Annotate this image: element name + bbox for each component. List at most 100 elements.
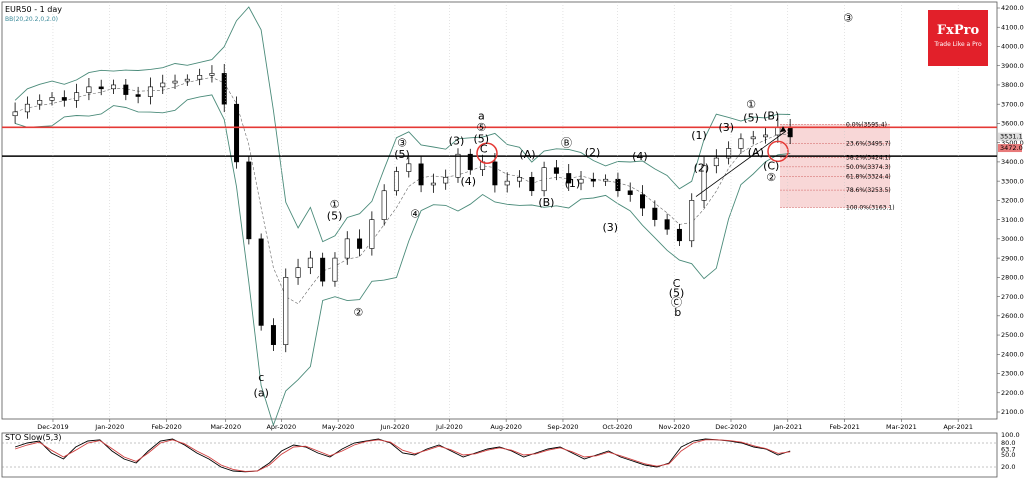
wave-label: ④	[410, 208, 420, 221]
trend-arrow-head	[780, 126, 786, 133]
fibonacci-zone: 0.0%(3595.4) 23.6%(3495.7) 38.2%(3424.1) 50…	[780, 121, 895, 211]
candle-body	[86, 86, 92, 93]
price-tick-label: 3900.0	[1001, 62, 1024, 70]
annotations-layer	[476, 126, 789, 197]
candle-body	[12, 111, 18, 117]
candle-body	[37, 100, 43, 105]
candle-body	[381, 190, 387, 220]
price-tick-label: 2100.0	[1001, 408, 1024, 416]
candle-body	[357, 238, 363, 249]
wave-label: ③	[397, 137, 407, 150]
candle-body	[713, 157, 719, 167]
wave-label: C	[480, 142, 488, 155]
wave-label: (4)	[461, 175, 477, 188]
candle-body	[640, 194, 646, 209]
wave-labels-layer: a⑤(5)C (A)Ⓑ(B)(1)(2)(3)(4)C(5)Ⓒbc(a)①(5)②…	[254, 11, 854, 399]
candle-body	[258, 238, 264, 326]
date-axis: Dec-2019 Jan-2020 Feb-2020 Mar-2020 Apr-2020…	[37, 2, 973, 431]
wave-label: ②	[353, 306, 363, 319]
price-tick-label: 2700.0	[1001, 293, 1024, 301]
candle-body	[516, 176, 522, 182]
candle-body	[787, 126, 793, 138]
price-tick-label: 3500.0	[1001, 139, 1024, 147]
date-tick-label: Oct-2020	[602, 423, 632, 431]
horizontal-levels	[2, 126, 997, 157]
logo-name: FxPro	[937, 23, 980, 38]
candle-body	[726, 148, 732, 159]
candle-body	[74, 92, 80, 101]
price-tick-label: 4100.0	[1001, 23, 1024, 31]
candle-body	[566, 173, 572, 184]
candle-body	[418, 163, 424, 186]
price-tick-label: 3100.0	[1001, 216, 1024, 224]
candle-body	[147, 86, 153, 97]
stochastic-label: STO Slow(5,3)	[5, 433, 62, 442]
date-tick-label: Mar-2021	[886, 423, 917, 431]
candle-body	[553, 167, 559, 174]
wave-label: (2)	[694, 162, 710, 175]
price-tick-label: 3300.0	[1001, 177, 1024, 185]
wave-label: (a)	[254, 387, 269, 400]
candle-body	[369, 219, 375, 249]
price-tick-label: 2900.0	[1001, 254, 1024, 262]
candle-body	[98, 86, 104, 90]
date-tick-label: Jul-2020	[435, 423, 463, 431]
date-tick-label: Jan-2021	[772, 423, 802, 431]
stochastic-tick-label: 50.0	[1001, 451, 1015, 459]
candle-body	[652, 207, 658, 220]
price-tick-label: 3400.0	[1001, 158, 1024, 166]
wave-label: Ⓒ	[671, 296, 682, 309]
date-tick-label: Apr-2020	[266, 423, 296, 431]
candle-body	[529, 176, 535, 192]
candle-body	[701, 165, 707, 201]
price-axis: 4200.0 4100.0 4000.0 3900.0 3800.0 3700.0 3600…	[997, 4, 1024, 416]
wave-label: (1)	[691, 129, 707, 142]
wave-label: b	[674, 306, 681, 319]
candle-body	[467, 153, 473, 170]
wave-label: (2)	[585, 146, 601, 159]
candle-body	[221, 73, 227, 105]
candle-body	[160, 82, 166, 88]
wave-label: (B)	[763, 110, 779, 123]
price-tick-label: 2200.0	[1001, 389, 1024, 397]
fib-level-label: 100.0%(3163.1)	[846, 204, 895, 211]
candle-body	[197, 75, 203, 80]
candle-body	[111, 84, 117, 90]
candle-body	[406, 163, 412, 172]
date-tick-label: Dec-2020	[715, 423, 746, 431]
candle-body	[676, 228, 682, 242]
stochastic-tick-label: 63.7	[1001, 446, 1015, 454]
candle-body	[393, 171, 399, 192]
wave-label: ①	[746, 98, 756, 111]
candle-body	[332, 257, 338, 282]
candle-body	[750, 136, 756, 140]
candle-body	[738, 138, 744, 149]
current-price-label: 3531.1	[1000, 133, 1023, 141]
fib-level-label: 78.6%(3253.5)	[846, 187, 891, 194]
price-tick-label: 2600.0	[1001, 312, 1024, 320]
wave-label: C	[673, 277, 681, 290]
candle-body	[184, 78, 190, 82]
chart-title: EUR50 - 1 day	[5, 5, 62, 14]
price-tick-label: 3000.0	[1001, 235, 1024, 243]
price-tick-label: 3600.0	[1001, 120, 1024, 128]
candle-body	[430, 182, 436, 186]
wave-label: (A)	[519, 148, 535, 161]
candle-body	[295, 267, 301, 278]
wave-label: (5)	[474, 133, 490, 146]
wave-label: ②	[766, 171, 776, 184]
candle-body	[307, 257, 313, 269]
price-tick-label: 2300.0	[1001, 370, 1024, 378]
candle-body	[664, 219, 670, 230]
wave-label: ⑤	[476, 121, 486, 134]
chart-subtitle: BB(20,20.2,0,2.0)	[5, 16, 58, 23]
date-tick-label: Jan-2020	[94, 423, 124, 431]
candle-body	[135, 94, 141, 97]
candle-body	[689, 200, 695, 242]
price-tick-label: 3800.0	[1001, 81, 1024, 89]
last-price-label: 3472.0	[1000, 144, 1023, 152]
candle-body	[443, 176, 449, 184]
fib-level-label: 23.6%(3495.7)	[846, 140, 891, 147]
fxpro-logo: FxPro Trade Like a Pro	[928, 10, 988, 66]
